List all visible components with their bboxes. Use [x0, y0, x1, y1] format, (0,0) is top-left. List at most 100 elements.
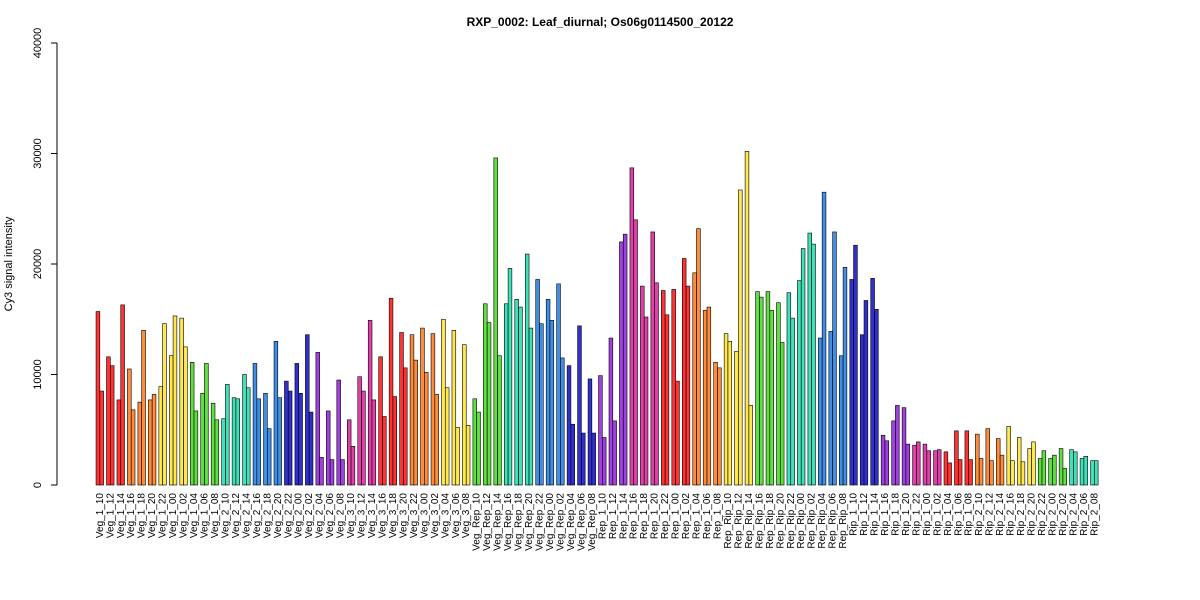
bar — [183, 346, 188, 486]
bar — [1058, 448, 1064, 486]
bar — [504, 303, 509, 486]
bar — [1020, 461, 1026, 486]
bar — [671, 289, 676, 486]
bar — [141, 329, 146, 486]
bar — [486, 322, 492, 486]
y-tick-label: 40000 — [32, 28, 44, 59]
x-tick-label: Veg_2_16 — [252, 493, 263, 538]
x-tick-label: Rip_2_14 — [995, 493, 1006, 536]
bar — [476, 411, 481, 486]
bar — [629, 167, 635, 486]
bar — [256, 398, 261, 486]
bar — [493, 157, 498, 486]
bar — [193, 410, 199, 486]
bar — [912, 444, 917, 486]
bar — [263, 392, 268, 486]
x-tick-label: Rip_1_22 — [911, 493, 922, 536]
x-tick-label: Rip_2_18 — [1016, 493, 1027, 536]
x-tick-label: Rip_1_00 — [922, 493, 933, 536]
bar — [1090, 460, 1095, 486]
bar — [706, 306, 712, 486]
bar — [608, 337, 614, 486]
bar — [685, 285, 691, 486]
bar — [246, 387, 251, 486]
x-tick-label: Veg_2_02 — [304, 493, 315, 538]
bar — [169, 355, 174, 486]
x-tick-label: Veg_3_04 — [440, 493, 451, 538]
bar — [514, 299, 519, 486]
x-tick-label: Rip_2_06 — [1079, 493, 1090, 536]
x-tick-label: Rep_1_12 — [608, 493, 619, 540]
bar — [818, 337, 823, 486]
bar — [975, 433, 980, 486]
bar — [305, 334, 310, 486]
x-tick-label: Veg_Rep_04 — [566, 493, 577, 551]
bar — [602, 437, 607, 486]
bar — [350, 446, 356, 486]
bar — [284, 380, 289, 486]
bar — [308, 411, 314, 486]
bar — [999, 454, 1005, 486]
bar — [336, 379, 341, 486]
x-tick-label: Rip_2_04 — [1068, 493, 1079, 536]
x-tick-label: Rep_1_14 — [618, 493, 629, 540]
x-tick-label: Veg_1_12 — [105, 493, 116, 538]
bar — [880, 434, 886, 486]
x-tick-label: Rip_2_12 — [985, 493, 996, 536]
x-tick-label: Rep_1_00 — [671, 493, 682, 540]
bar — [560, 357, 565, 486]
bar — [158, 386, 163, 486]
bar — [640, 285, 645, 486]
bar — [1016, 437, 1022, 486]
y-axis-label: Cy3 signal intensity — [3, 216, 15, 311]
x-axis-labels: Veg_1_10 Veg_1_12 Veg_1_14 Veg_1_16 Veg_1_18… — [95, 493, 1101, 551]
x-tick-label: Veg_2_06 — [325, 493, 336, 538]
bar — [1010, 460, 1015, 486]
bar — [1037, 458, 1043, 486]
bar — [713, 362, 718, 486]
x-tick-label: Rip_2_02 — [1058, 493, 1069, 536]
bar — [1062, 468, 1068, 486]
x-tick-label: Veg_Rep_08 — [587, 493, 598, 551]
bar — [357, 376, 362, 486]
x-tick-label: Rep_Rip_02 — [807, 493, 818, 549]
y-tick-label: 10000 — [32, 359, 44, 390]
bar — [769, 310, 774, 486]
chart-title: RXP_0002: Leaf_diurnal; Os06g0114500_201… — [467, 15, 734, 29]
bar — [581, 432, 586, 486]
bar — [127, 368, 132, 486]
bar — [598, 375, 603, 486]
x-tick-label: Veg_1_18 — [137, 493, 148, 538]
x-tick-label: Rep_1_08 — [712, 493, 723, 540]
bar — [151, 394, 157, 486]
x-tick-label: Veg_2_20 — [273, 493, 284, 538]
bar — [277, 397, 282, 486]
bar — [172, 315, 178, 486]
bar — [947, 462, 952, 486]
bar — [800, 248, 806, 486]
x-tick-label: Veg_Rep_22 — [535, 493, 546, 551]
bar — [388, 297, 394, 486]
bar — [346, 419, 352, 486]
bar — [518, 306, 523, 486]
bar — [235, 398, 240, 486]
bar — [937, 449, 942, 486]
bar — [95, 311, 101, 486]
bar — [399, 332, 404, 486]
bar — [738, 189, 743, 486]
bar — [681, 258, 687, 486]
bar — [413, 359, 418, 486]
bar — [273, 341, 279, 486]
bar — [765, 291, 771, 486]
x-tick-label: Rep_Rip_22 — [786, 493, 797, 549]
bar — [298, 392, 303, 486]
bar — [200, 392, 205, 486]
x-tick-label: Rip_1_16 — [880, 493, 891, 536]
x-tick-label: Veg_3_22 — [409, 493, 420, 538]
x-tick-label: Rip_2_00 — [1047, 493, 1058, 536]
bar — [1027, 448, 1032, 486]
bar — [392, 396, 398, 486]
bar — [696, 228, 701, 486]
bar — [315, 352, 320, 486]
bar — [989, 460, 994, 486]
